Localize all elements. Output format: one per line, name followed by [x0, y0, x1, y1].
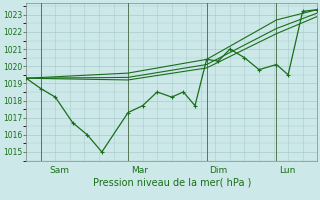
Text: Sam: Sam [50, 166, 69, 175]
Text: Mar: Mar [131, 166, 148, 175]
Text: Dim: Dim [210, 166, 228, 175]
X-axis label: Pression niveau de la mer( hPa ): Pression niveau de la mer( hPa ) [92, 177, 251, 187]
Text: Lun: Lun [279, 166, 296, 175]
